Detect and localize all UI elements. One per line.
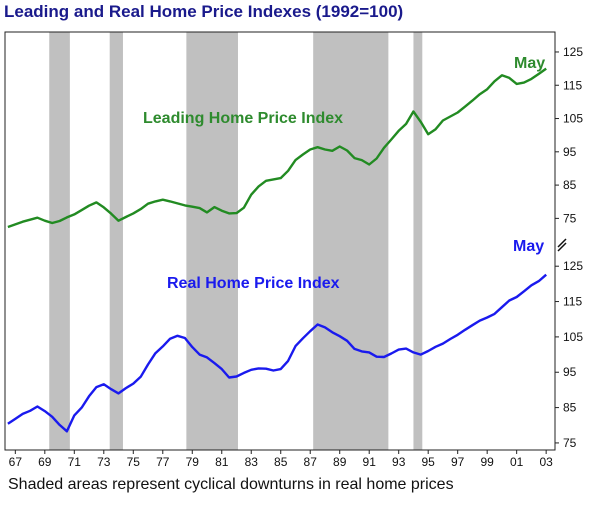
upper-y-tick-label: 115 [563, 78, 582, 92]
series-lines [7, 67, 547, 433]
recession-band [313, 32, 389, 450]
upper-y-tick-label: 95 [563, 145, 577, 159]
x-tick-label: 67 [9, 455, 23, 469]
x-tick-label: 83 [245, 455, 259, 469]
lower-y-tick-label: 95 [563, 365, 577, 379]
x-tick-label: 69 [38, 455, 52, 469]
x-tick-label: 71 [68, 455, 82, 469]
lower-y-tick-label: 125 [563, 259, 583, 273]
chart-title: Leading and Real Home Price Indexes (199… [4, 2, 404, 21]
lower-y-tick-label: 85 [563, 401, 577, 415]
leading-may-label: May [514, 55, 545, 72]
x-tick-label: 99 [480, 455, 494, 469]
x-tick-label: 77 [156, 455, 170, 469]
x-tick-label: 03 [539, 455, 553, 469]
chart-caption: Shaded areas represent cyclical downturn… [8, 476, 454, 493]
recession-band [413, 32, 423, 450]
real-series-label: Real Home Price Index [167, 275, 340, 292]
leading-series-line [7, 67, 547, 229]
x-tick-label: 91 [363, 455, 377, 469]
lower-y-tick-label: 75 [563, 436, 577, 450]
x-tick-label: 89 [333, 455, 347, 469]
x-tick-label: 01 [510, 455, 524, 469]
upper-y-tick-label: 85 [563, 178, 577, 192]
x-tick-label: 95 [422, 455, 436, 469]
upper-y-tick-label: 105 [563, 112, 583, 126]
x-tick-label: 97 [451, 455, 465, 469]
x-tick-label: 85 [274, 455, 288, 469]
upper-y-tick-label: 125 [563, 45, 583, 59]
x-tick-label: 73 [97, 455, 111, 469]
recession-shading [49, 32, 423, 450]
leading-series-label: Leading Home Price Index [143, 110, 343, 127]
axis-break-marker [557, 238, 567, 252]
real-may-label: May [513, 238, 544, 255]
x-axis: 67 69 71 73 75 77 79 81 83 85 87 89 91 93 95 97 99 01 03 [9, 450, 553, 469]
x-tick-label: 75 [127, 455, 141, 469]
x-tick-label: 87 [304, 455, 318, 469]
recession-band [109, 32, 123, 450]
real-series-line [7, 273, 547, 433]
x-tick-label: 79 [186, 455, 200, 469]
x-tick-label: 81 [215, 455, 229, 469]
recession-band [186, 32, 238, 450]
recession-band [49, 32, 70, 450]
lower-y-tick-label: 115 [563, 295, 582, 309]
y-axis: 75 85 95 105 115 125 75 85 95 105 115 125 [555, 45, 583, 450]
plot-frame [4, 31, 556, 451]
x-tick-label: 93 [392, 455, 406, 469]
upper-y-tick-label: 75 [563, 211, 577, 225]
lower-y-tick-label: 105 [563, 330, 583, 344]
